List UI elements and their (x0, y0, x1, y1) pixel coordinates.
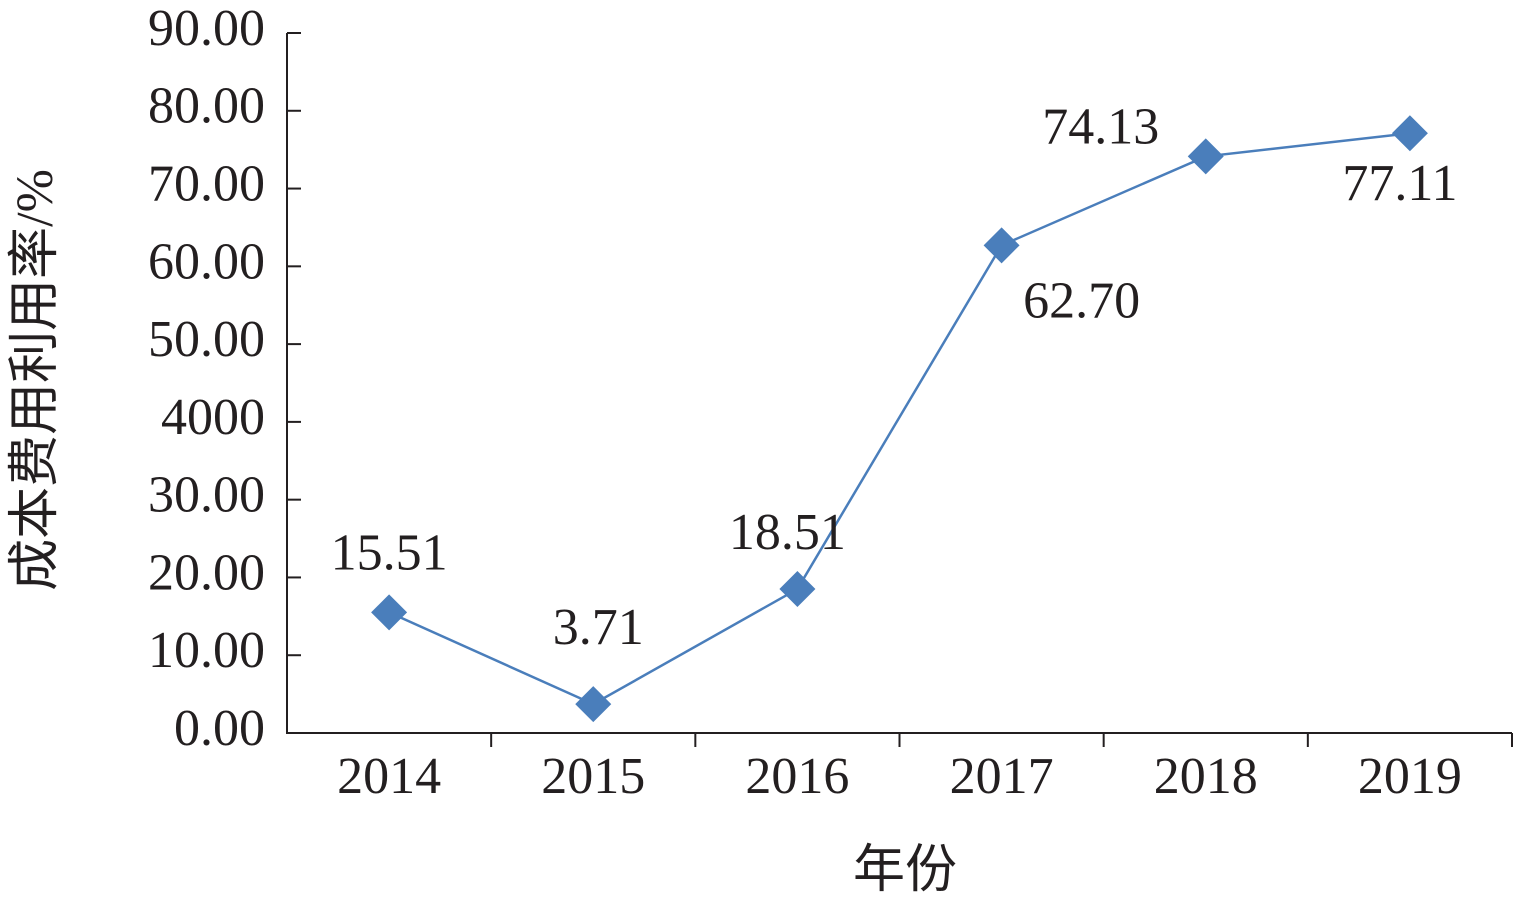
marker (1187, 138, 1224, 175)
y-tick-label: 30.00 (148, 467, 265, 524)
x-tick-label: 2014 (337, 748, 441, 805)
x-tick-label: 2016 (745, 748, 849, 805)
data-label: 18.51 (729, 504, 846, 561)
data-label: 77.11 (1342, 155, 1457, 212)
y-axis-title: 成本费用利用率/% (7, 169, 64, 591)
y-tick-label: 4000 (161, 389, 265, 446)
x-tick-label: 2017 (950, 748, 1054, 805)
marker (983, 227, 1020, 264)
marker (1391, 115, 1428, 152)
y-tick-label: 0.00 (174, 700, 265, 757)
marker (371, 594, 408, 631)
y-tick-label: 60.00 (148, 233, 265, 290)
y-tick-label: 10.00 (148, 622, 265, 679)
x-tick-label: 2018 (1154, 748, 1258, 805)
x-axis-title: 年份 (853, 842, 957, 899)
x-tick-label: 2015 (541, 748, 645, 805)
data-label: 62.70 (1023, 272, 1140, 329)
marker (779, 571, 816, 608)
data-label: 15.51 (331, 524, 448, 581)
y-tick-label: 70.00 (148, 155, 265, 212)
y-tick-label: 50.00 (148, 311, 265, 368)
y-tick-label: 80.00 (148, 78, 265, 135)
x-tick-label: 2019 (1358, 748, 1462, 805)
data-label: 74.13 (1042, 98, 1159, 155)
y-tick-label: 90.00 (148, 0, 265, 57)
marker (575, 686, 612, 723)
series-line (388, 132, 1411, 706)
y-tick-label: 20.00 (148, 544, 265, 601)
data-label: 3.71 (553, 599, 644, 656)
